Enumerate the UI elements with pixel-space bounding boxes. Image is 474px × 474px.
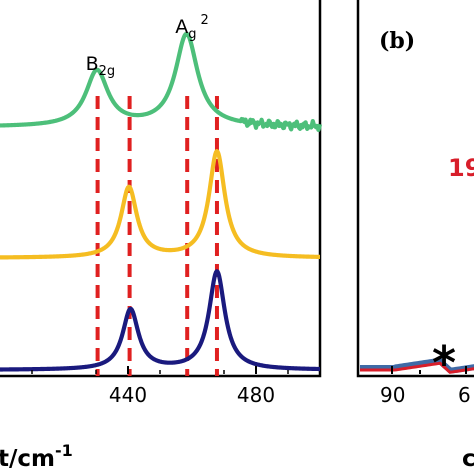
- spectrum-line-green: [0, 31, 323, 133]
- spectrum-line-yellow: [0, 149, 322, 260]
- peak-label-main: B: [86, 53, 99, 75]
- panel-b-x-axis-label: c: [462, 446, 474, 472]
- spectrum-line-navy: [0, 269, 322, 372]
- x-tick-label-480: 480: [237, 383, 275, 407]
- panel-b-x-ticks: [391, 366, 467, 374]
- panel-a-frame: [0, 0, 322, 378]
- peak-label-sup: 2: [200, 13, 208, 28]
- peak-label-sub: 2g: [99, 64, 116, 79]
- peak-label-sub: g: [188, 27, 196, 42]
- panel-b-star-marker: *: [432, 336, 456, 390]
- x-axis-label: t/cm-1: [0, 441, 73, 472]
- panel-b-label: (b): [379, 28, 415, 54]
- spectra: [0, 31, 323, 372]
- panel-b-annotation: 19: [448, 154, 474, 182]
- panel-b-tick-label-6: 6: [458, 383, 471, 407]
- peak-label-1: Ag2: [175, 13, 209, 42]
- x-axis-label-exponent: -1: [55, 441, 73, 460]
- x-axis-ticks: [31, 366, 289, 374]
- reference-lines: [95, 96, 219, 376]
- panel-b-frame: [356, 0, 474, 378]
- panel-b: (b) 19 * 90 6 c: [356, 0, 474, 472]
- peak-label-main: A: [175, 16, 188, 38]
- x-axis-label-text: t/cm: [0, 446, 55, 472]
- x-tick-label-440: 440: [109, 383, 147, 407]
- x-tick-labels: 440 480: [109, 383, 275, 407]
- panel-b-spectra: [360, 358, 474, 374]
- peak-label-0: B2g: [86, 53, 116, 79]
- panel-b-tick-label-90: 90: [380, 383, 405, 407]
- panel-b-spectrum-red_b: [360, 361, 474, 374]
